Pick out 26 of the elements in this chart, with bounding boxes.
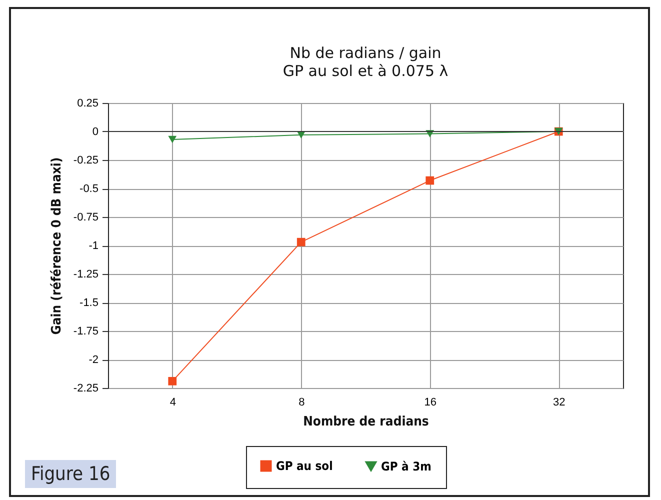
- legend-label: GP au sol: [276, 459, 333, 473]
- y-tick-label: -2: [88, 354, 98, 366]
- legend-label: GP à 3m: [381, 459, 432, 474]
- y-tick-label: -0.25: [73, 154, 98, 166]
- y-tick-label: 0: [92, 126, 98, 138]
- y-tick-label: -0.75: [73, 212, 98, 224]
- y-tick-label: -1.5: [80, 297, 98, 309]
- y-tick-label: -1.75: [73, 326, 98, 338]
- chart-subtitle: GP au sol et à 0.075 λ: [282, 62, 448, 80]
- x-tick-label: 4: [170, 396, 176, 408]
- x-tick-label: 32: [553, 396, 566, 408]
- x-tick-label: 16: [424, 396, 436, 408]
- point: [168, 376, 177, 386]
- point: [296, 238, 306, 246]
- chart-title: Nb de radians / gain: [290, 44, 442, 62]
- point: [168, 136, 177, 144]
- y-tick-label: 0.25: [77, 98, 98, 110]
- y-tick-label: -0.5: [80, 183, 98, 195]
- y-axis-title: Gain (référence 0 dB maxi): [49, 157, 64, 335]
- y-tick-label: -2.25: [73, 382, 98, 394]
- y-tick-label: -1: [88, 240, 98, 252]
- x-tick-label: 8: [298, 396, 305, 408]
- caption: Figure 16: [25, 460, 116, 488]
- point: [426, 176, 434, 185]
- y-tick-label: -1.25: [73, 268, 98, 280]
- x-axis-title: Nombre de radians: [303, 414, 429, 430]
